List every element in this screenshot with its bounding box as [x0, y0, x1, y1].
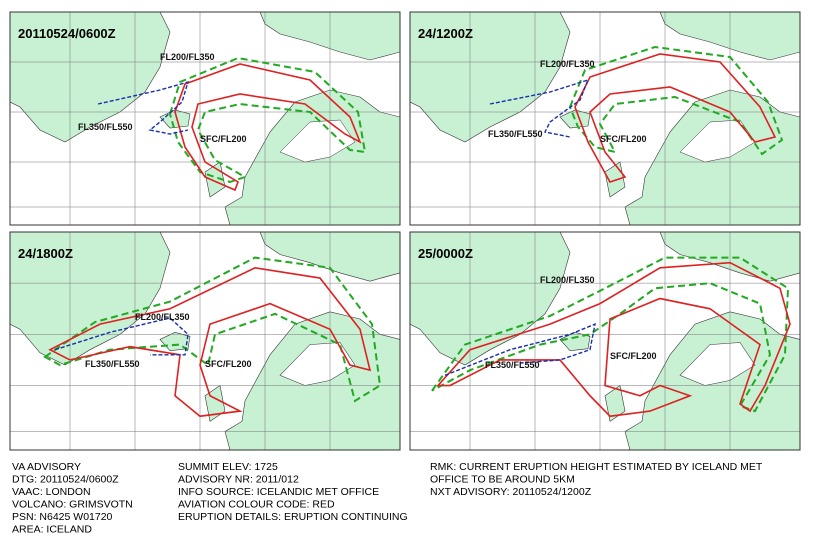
advisory-line: AREA: ICELAND — [12, 524, 92, 536]
advisory-line: VA ADVISORY — [12, 461, 81, 473]
advisory-line: ERUPTION DETAILS: ERUPTION CONTINUING — [178, 511, 408, 523]
map-panel: 25/0000Z FL200/FL350 FL350/FL550 SFC/FL200 — [409, 231, 801, 451]
ash-contours — [97, 56, 367, 192]
level-label: FL350/FL550 — [488, 129, 543, 139]
advisory-line: OFFICE TO BE AROUND 5KM — [430, 474, 575, 486]
ash-contours — [431, 256, 791, 418]
level-label: FL350/FL550 — [78, 122, 133, 132]
advisory-line: ADVISORY NR: 2011/012 — [178, 474, 299, 486]
level-label: FL200/FL350 — [540, 59, 595, 69]
ash-contours — [489, 45, 784, 183]
advisory-line: DTG: 20110524/0600Z — [12, 474, 119, 486]
base-map — [10, 12, 400, 225]
ash-green — [168, 56, 367, 184]
advisory-line: INFO SOURCE: ICELANDIC MET OFFICE — [178, 486, 379, 498]
panel-border — [409, 231, 801, 451]
advisory-line: AVIATION COLOUR CODE: RED — [178, 499, 335, 511]
level-label: SFC/FL200 — [600, 134, 647, 144]
map-panel: 24/1200Z FL200/FL350 FL350/FL550 SFC/FL200 — [409, 11, 801, 226]
panel-border — [9, 11, 401, 226]
ash-red — [436, 261, 791, 418]
time-label: 24/1800Z — [18, 246, 73, 261]
level-label: FL200/FL350 — [160, 52, 215, 62]
ash-blue — [489, 78, 590, 138]
time-label: 20110524/0600Z — [18, 26, 116, 41]
level-label: SFC/FL200 — [200, 134, 247, 144]
level-label: SFC/FL200 — [205, 359, 252, 369]
advisory-line: NXT ADVISORY: 20110524/1200Z — [430, 486, 592, 498]
panel-border — [409, 11, 801, 226]
ash-red — [174, 63, 362, 192]
ash-green — [568, 45, 784, 156]
level-label: FL200/FL350 — [540, 275, 595, 285]
level-label: FL200/FL350 — [135, 312, 190, 322]
map-panels: 20110524/0600Z FL200/FL350 FL350/FL550 SFC/… — [9, 11, 801, 451]
map-panel: 20110524/0600Z FL200/FL350 FL350/FL550 SFC/… — [9, 11, 401, 226]
ash-contours — [43, 256, 382, 418]
advisory-line: VOLCANO: GRIMSVOTN — [12, 499, 133, 511]
time-label: 24/1200Z — [418, 26, 473, 41]
ash-red — [574, 53, 777, 183]
map-panel: 24/1800Z FL200/FL350 FL350/FL550 SFC/FL200 — [9, 231, 401, 451]
level-label: FL350/FL550 — [485, 360, 540, 370]
level-label: FL350/FL550 — [85, 359, 140, 369]
ash-blue — [444, 322, 596, 376]
ash-blue — [97, 80, 190, 135]
ash-blue — [54, 317, 189, 356]
advisory-line: RMK: CURRENT ERUPTION HEIGHT ESTIMATED B… — [430, 461, 763, 473]
level-label: SFC/FL200 — [610, 351, 657, 361]
advisory-line: PSN: N6425 W01720 — [12, 511, 113, 523]
time-label: 25/0000Z — [418, 246, 473, 261]
panel-border — [9, 231, 401, 451]
base-map — [410, 232, 800, 450]
ash-green — [43, 256, 382, 403]
advisory-line: VAAC: LONDON — [12, 486, 91, 498]
advisory-line: SUMMIT ELEV: 1725 — [178, 461, 278, 473]
ash-red — [48, 266, 372, 418]
